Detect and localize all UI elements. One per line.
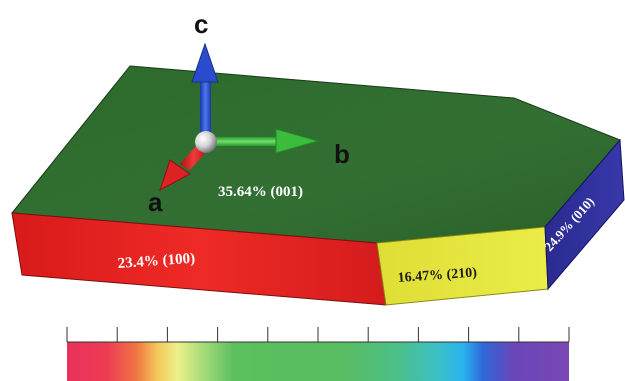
top-face-label: 35.64% (001) xyxy=(218,184,303,200)
color-bar xyxy=(66,327,570,381)
b-axis-label: b xyxy=(334,139,350,169)
a-axis-label: a xyxy=(148,187,163,217)
c-axis-label: c xyxy=(194,9,208,39)
color-bar-ticks xyxy=(66,327,570,342)
c-axis-arrowhead xyxy=(191,42,219,83)
b-axis-arrowhead xyxy=(275,128,320,154)
axis-triad xyxy=(159,42,320,192)
front-mid-face-label: 16.47% (210) xyxy=(397,265,478,286)
b-axis-shaft xyxy=(214,137,278,146)
color-bar-gradient xyxy=(67,342,569,381)
c-axis-shaft xyxy=(200,78,211,136)
origin-sphere xyxy=(195,131,217,153)
crystal-slab xyxy=(11,65,625,306)
side-face-010 xyxy=(544,138,625,291)
a-axis-arrowhead xyxy=(159,159,191,192)
top-face-001 xyxy=(11,65,621,244)
front-left-face-label: 23.4% (100) xyxy=(117,251,195,272)
